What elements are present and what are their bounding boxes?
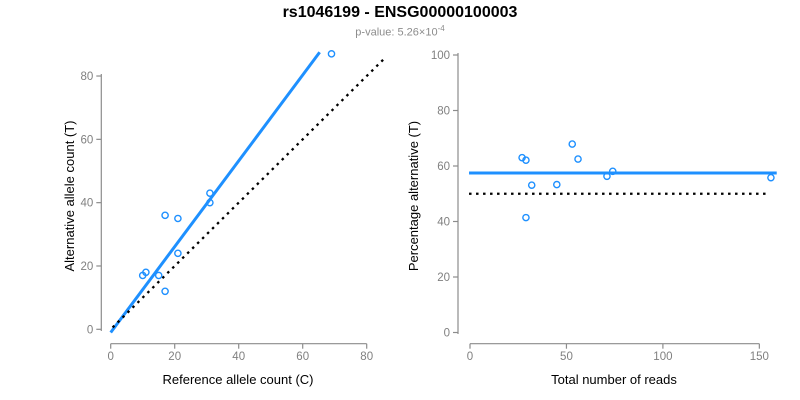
data-point	[553, 180, 561, 189]
x-tick-label: 50	[560, 351, 573, 363]
y-tick-label: 40	[437, 217, 450, 229]
data-point	[608, 167, 617, 176]
data-point	[142, 268, 150, 277]
pvalue-text: p-value: 5.26×10	[355, 26, 438, 39]
data-point	[161, 211, 169, 220]
pvalue-exponent: -4	[437, 24, 445, 33]
x-tick-label: 20	[168, 351, 181, 363]
data-point	[574, 155, 582, 163]
regression-line	[109, 51, 321, 334]
x-tick-label: 150	[750, 351, 769, 363]
data-point	[174, 249, 182, 258]
x-tick-label: 0	[107, 351, 113, 363]
data-point	[603, 172, 611, 181]
y-tick-label: 20	[437, 272, 450, 284]
y-tick-label: 0	[444, 328, 450, 340]
data-point	[161, 287, 169, 296]
data-point	[522, 213, 530, 222]
data-point	[527, 181, 536, 189]
x-tick-label: 100	[653, 351, 672, 363]
y-tick-label: 80	[437, 106, 450, 118]
data-point	[568, 140, 577, 148]
x-axis-title: Total number of reads	[551, 372, 677, 387]
x-tick-label: 40	[232, 351, 245, 363]
data-point	[522, 156, 530, 164]
allele-counts-scatter: 0 20 40 60 80 0 20 40 60 80 Reference allele count…	[62, 50, 387, 387]
data-point	[174, 214, 182, 223]
data-point	[154, 271, 163, 280]
y-tick-label: 0	[87, 324, 93, 336]
data-point	[206, 198, 214, 207]
y-tick-label: 20	[81, 261, 94, 273]
x-tick-label: 80	[360, 351, 373, 363]
y-tick-label: 60	[81, 134, 94, 146]
y-tick-label: 80	[81, 71, 94, 83]
x-tick-label: 0	[467, 351, 473, 363]
y-tick-label: 100	[431, 50, 450, 62]
identity-line	[111, 56, 387, 329]
data-point	[767, 173, 775, 182]
y-tick-label: 40	[81, 198, 94, 210]
percentage-vs-reads-scatter: 0 20 40 60 80 100 0 50 100 150 Total number of rea…	[406, 50, 777, 387]
y-tick-label: 60	[437, 161, 450, 173]
page-title: rs1046199 - ENSG00000100003	[282, 4, 518, 21]
y-axis-title: Percentage alternative (T)	[406, 121, 421, 271]
data-point	[327, 50, 336, 58]
y-axis-title: Alternative allele count (T)	[62, 120, 77, 271]
x-tick-label: 60	[296, 351, 309, 363]
pvalue-subtitle: p-value: 5.26×10-4	[0, 24, 800, 39]
x-axis-title: Reference allele count (C)	[162, 372, 313, 387]
data-point	[206, 189, 214, 197]
